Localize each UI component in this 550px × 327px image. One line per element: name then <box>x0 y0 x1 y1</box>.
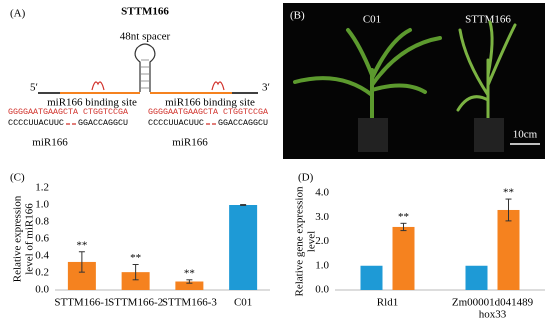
bar <box>497 209 520 290</box>
y-tick-label: 0.2 <box>35 267 49 279</box>
significance: ** <box>503 187 514 199</box>
mirna-sequence: CCCCUUACUUC <box>8 119 64 128</box>
y-tick-label: 0.6 <box>35 233 49 245</box>
significance: ** <box>184 267 195 279</box>
y-axis-label: Relative gene expression <box>294 186 306 296</box>
panel-b: (B) C01 STTM166 10cm <box>283 3 545 159</box>
bar <box>175 281 204 290</box>
panel-label: (C) <box>10 172 25 184</box>
y-tick-label: 2.0 <box>315 235 329 247</box>
significance: ** <box>398 211 409 223</box>
site-label: miR166 binding site <box>47 97 137 109</box>
mirna-sequence: GGACCAGGCU <box>218 119 268 128</box>
y-tick-label: 1.0 <box>315 259 329 271</box>
y-tick-label: 3.0 <box>315 211 329 223</box>
plant-sttm166 <box>456 20 517 122</box>
scale-label: 10cm <box>513 129 538 141</box>
panel-a: (A) STTM166 48nt spacer 5′ 3′ miR166 bin… <box>8 6 270 149</box>
target-sequence: GGGGAATGAAGCTA CTGGTCCGA <box>148 108 268 117</box>
y-tick-label: 1.2 <box>35 182 49 194</box>
panel-label: (B) <box>290 10 305 22</box>
bar <box>392 226 415 290</box>
y-axis-label: Relative expression <box>12 195 24 282</box>
bar <box>229 205 258 290</box>
five-prime: 5′ <box>30 82 38 94</box>
site-label: miR166 binding site <box>165 97 255 109</box>
x-tick-label: hox33 <box>479 309 507 321</box>
y-axis-label: level of miR166 <box>24 203 36 275</box>
three-prime: 3′ <box>262 82 270 94</box>
y-tick-label: 0.4 <box>35 250 49 262</box>
y-tick-label: 1.0 <box>35 199 49 211</box>
y-tick-label: 4.0 <box>315 187 329 199</box>
construct-title: STTM166 <box>121 6 169 18</box>
y-axis-label: level <box>306 231 318 252</box>
x-tick-label: Zm00001d041489 <box>452 297 534 309</box>
spacer-label: 48nt spacer <box>120 31 171 43</box>
x-tick-label: C01 <box>234 297 252 309</box>
panel-label: (A) <box>10 8 26 20</box>
bar <box>121 272 150 290</box>
bar <box>360 265 383 290</box>
bulge <box>91 81 225 91</box>
plant-c01 <box>293 28 442 122</box>
y-tick-label: 0.0 <box>315 284 329 296</box>
significance: ** <box>76 239 87 251</box>
bar <box>465 265 488 290</box>
stem-pairs <box>141 59 149 89</box>
mirna-label: miR166 <box>172 137 208 149</box>
plant-label: STTM166 <box>465 14 511 26</box>
x-tick-label: STTM166-3 <box>162 297 218 309</box>
pot <box>474 118 504 152</box>
mirna-label: miR166 <box>32 137 68 149</box>
x-tick-label: STTM166-1 <box>54 297 109 309</box>
y-tick-label: 0.8 <box>35 216 49 228</box>
target-sequence: GGGGAATGAAGCTA CTGGTCCGA <box>8 108 128 117</box>
significance: ** <box>130 252 141 264</box>
x-tick-label: Rld1 <box>377 297 398 309</box>
plant-label: C01 <box>363 14 381 26</box>
panel-label: (D) <box>298 172 314 184</box>
photo <box>283 3 545 159</box>
y-tick-label: 0.0 <box>35 284 49 296</box>
pot <box>358 118 388 152</box>
x-tick-label: STTM166-2 <box>108 297 163 309</box>
mirna-sequence: GGACCAGGCU <box>78 119 128 128</box>
mirna-sequence: CCCCUUACUUC <box>148 119 204 128</box>
hairpin <box>134 43 156 92</box>
